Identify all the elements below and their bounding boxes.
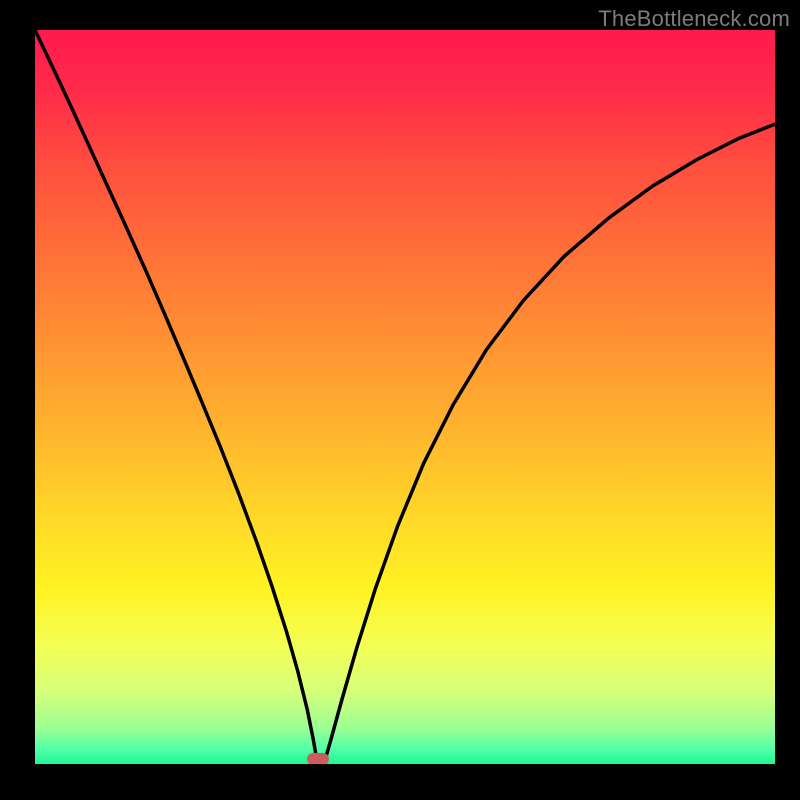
watermark-text: TheBottleneck.com: [598, 6, 790, 32]
bottleneck-curve: [35, 30, 775, 765]
curve-path: [35, 30, 775, 765]
plot-area: [35, 30, 775, 765]
x-axis: [35, 764, 775, 766]
